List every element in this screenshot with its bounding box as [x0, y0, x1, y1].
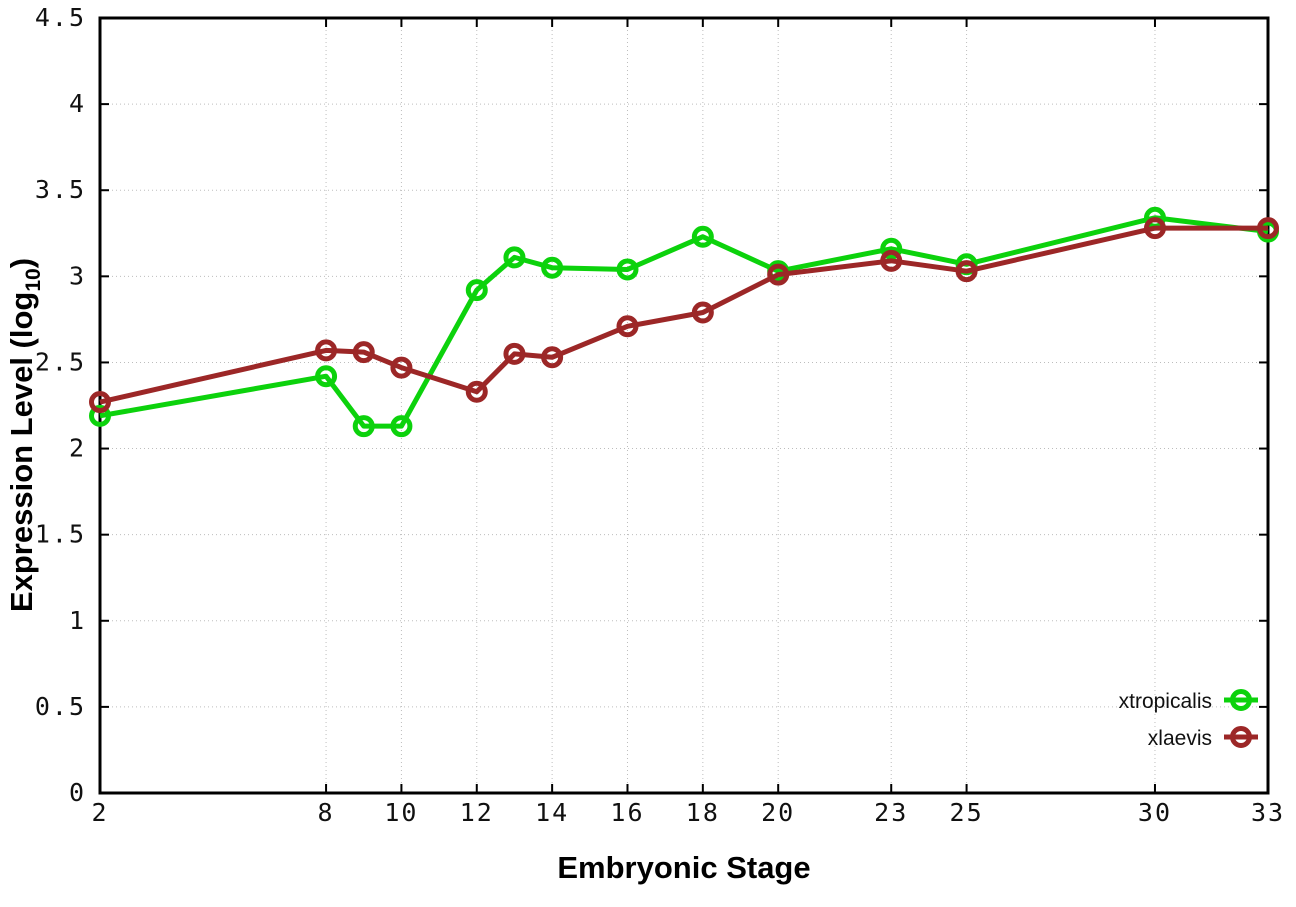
x-tick-label: 18 [686, 798, 720, 827]
x-tick-label: 2 [91, 798, 108, 827]
data-point-xtropicalis [880, 237, 903, 260]
y-tick-label: 4 [69, 89, 86, 118]
data-point-xtropicalis [352, 415, 375, 438]
data-point-xlaevis [390, 356, 413, 379]
y-tick-label: 0 [69, 778, 86, 807]
legend-label-xlaevis: xlaevis [1148, 727, 1212, 750]
data-point-xtropicalis [465, 279, 488, 302]
y-tick-label: 3 [69, 261, 86, 290]
data-point-xlaevis [315, 339, 338, 362]
x-tick-label: 12 [460, 798, 494, 827]
x-tick-label: 16 [610, 798, 644, 827]
data-point-xlaevis [691, 301, 714, 324]
data-point-xlaevis [955, 260, 978, 283]
data-point-xlaevis [89, 391, 111, 414]
y-tick-label: 0.5 [35, 692, 86, 721]
legend-marker-icon [1230, 726, 1252, 748]
x-tick-label: 8 [318, 798, 335, 827]
x-tick-label: 25 [950, 798, 984, 827]
data-point-xlaevis [616, 315, 639, 338]
data-point-xlaevis [880, 249, 903, 272]
data-point-xlaevis [503, 342, 526, 365]
y-tick-label: 1.5 [35, 520, 86, 549]
x-tick-label: 20 [761, 798, 795, 827]
y-tick-label: 4.5 [35, 3, 86, 32]
y-axis-title-close: ) [4, 258, 39, 268]
y-axis-title: Expression Level (log10) [4, 258, 45, 612]
data-point-xtropicalis [315, 365, 338, 388]
data-point-xtropicalis [89, 404, 111, 427]
y-tick-label: 1 [69, 606, 86, 635]
data-point-xtropicalis [390, 415, 413, 438]
data-point-xlaevis [1143, 217, 1166, 240]
data-point-xlaevis [541, 346, 564, 369]
x-tick-label: 30 [1138, 798, 1172, 827]
x-tick-label: 10 [384, 798, 418, 827]
y-axis-title-main: Expression Level (log [4, 292, 39, 612]
x-tick-label: 14 [535, 798, 569, 827]
x-tick-label: 23 [874, 798, 908, 827]
x-tick-label: 33 [1251, 798, 1285, 827]
data-point-xtropicalis [503, 246, 526, 269]
y-axis-title-subscript: 10 [22, 268, 45, 291]
data-point-xlaevis [767, 263, 790, 286]
y-tick-label: 2.5 [35, 347, 86, 376]
data-point-xlaevis [352, 341, 375, 364]
legend-marker-icon [1230, 689, 1252, 711]
data-point-xtropicalis [541, 256, 564, 279]
y-tick-label: 3.5 [35, 175, 86, 204]
data-point-xlaevis [1257, 217, 1279, 240]
y-tick-label: 2 [69, 434, 86, 463]
data-point-xlaevis [465, 380, 488, 403]
x-axis-title: Embryonic Stage [557, 850, 810, 885]
legend-label-xtropicalis: xtropicalis [1119, 690, 1212, 713]
data-point-xtropicalis [616, 258, 639, 281]
data-point-xtropicalis [691, 225, 714, 248]
